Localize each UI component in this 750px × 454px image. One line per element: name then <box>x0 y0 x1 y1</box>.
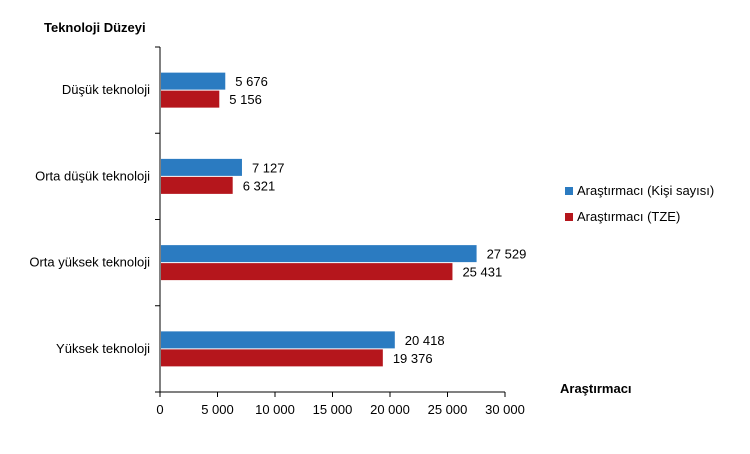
bar <box>161 349 383 367</box>
data-label: 25 431 <box>462 265 502 280</box>
legend: Araştırmacı (Kişi sayısı) Araştırmacı (TZ… <box>565 183 714 224</box>
bar <box>161 263 453 281</box>
x-tick-label: 30 000 <box>485 402 525 417</box>
x-tick-label: 25 000 <box>428 402 468 417</box>
legend-swatch <box>565 213 573 221</box>
x-tick-label: 15 000 <box>313 402 353 417</box>
y-axis-title: Teknoloji Düzeyi <box>44 20 146 35</box>
data-label: 6 321 <box>243 178 276 193</box>
x-tick-label: 20 000 <box>370 402 410 417</box>
x-tick-label: 5 000 <box>201 402 234 417</box>
y-tick-label: Orta yüksek teknoloji <box>29 255 150 270</box>
bar <box>161 331 395 349</box>
bar <box>161 158 242 176</box>
bar <box>161 90 220 108</box>
bar <box>161 176 233 194</box>
data-label: 7 127 <box>252 160 285 175</box>
data-label: 27 529 <box>487 247 527 262</box>
bars-layer: Düşük teknoloji 5 676 5 156 Orta düşük tekn… <box>29 46 527 393</box>
legend-label: Araştırmacı (Kişi sayısı) <box>577 183 714 198</box>
bar <box>161 72 226 90</box>
data-label: 19 376 <box>393 351 433 366</box>
x-tick-label: 0 <box>156 402 163 417</box>
ticks-layer: 0 5 000 10 000 15 000 20 000 25 000 30 000 <box>156 392 525 417</box>
data-label: 5 676 <box>235 74 268 89</box>
x-axis-title: Araştırmacı <box>560 381 632 396</box>
legend-label: Araştırmacı (TZE) <box>577 209 680 224</box>
data-label: 20 418 <box>405 333 445 348</box>
x-tick-label: 10 000 <box>255 402 295 417</box>
y-tick-label: Düşük teknoloji <box>62 82 150 97</box>
y-tick-label: Orta düşük teknoloji <box>35 168 150 183</box>
legend-swatch <box>565 187 573 195</box>
y-tick-label: Yüksek teknoloji <box>56 341 150 356</box>
data-label: 5 156 <box>229 92 262 107</box>
bar <box>161 245 477 263</box>
